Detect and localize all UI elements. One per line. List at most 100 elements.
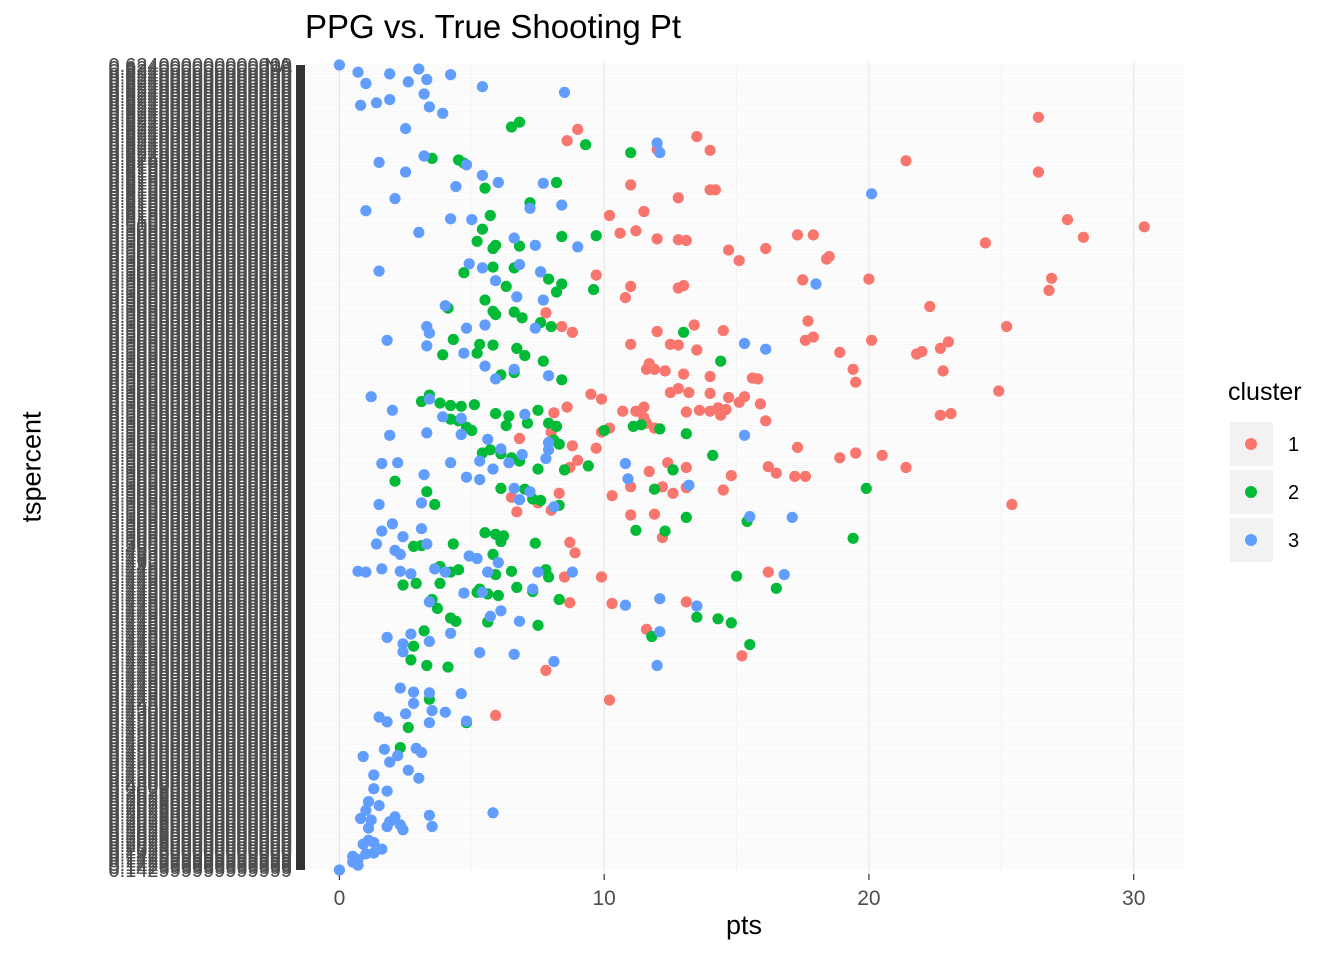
- point-cluster-1: [595, 571, 608, 583]
- y-tick-label: 0.618000000000000: [108, 173, 292, 195]
- y-tick-label: 0.430000000000000: [108, 773, 292, 795]
- y-tick-label: 0.430000000000000: [108, 733, 292, 755]
- point-cluster-3: [439, 300, 451, 312]
- point-cluster-1: [630, 225, 642, 237]
- y-tick-label: 0.624000000000000: [108, 92, 292, 114]
- point-cluster-1: [993, 385, 1005, 397]
- point-cluster-1: [1138, 221, 1150, 233]
- y-tick-label: 0.508000000000000: [108, 269, 292, 291]
- point-cluster-1: [850, 376, 862, 388]
- point-cluster-3: [654, 147, 666, 159]
- point-cluster-3: [490, 373, 502, 385]
- y-tick-label: 0.624000000000000: [108, 61, 292, 83]
- point-cluster-3: [400, 123, 412, 135]
- point-cluster-2: [447, 333, 459, 346]
- point-cluster-1: [704, 370, 716, 383]
- y-tick-label: 0.202600000000000: [108, 795, 292, 817]
- y-tick-label: 0.508000000000000: [108, 306, 292, 328]
- point-cluster-3: [429, 563, 441, 575]
- point-cluster-2: [410, 577, 422, 590]
- x-tick-label: 20: [857, 887, 880, 910]
- point-cluster-3: [405, 628, 417, 640]
- point-cluster-3: [471, 552, 483, 565]
- point-cluster-3: [384, 429, 396, 441]
- point-cluster-2: [505, 565, 518, 577]
- y-tick-label: 0.430000000000000: [108, 736, 292, 758]
- point-cluster-3: [381, 334, 393, 346]
- point-cluster-3: [558, 86, 571, 98]
- y-tick-label: 0.618000000000000: [108, 207, 292, 229]
- y-tick-label: 0.508000000000000: [108, 445, 292, 467]
- point-cluster-3: [362, 822, 375, 834]
- point-cluster-1: [625, 509, 637, 521]
- point-cluster-2: [691, 611, 703, 623]
- point-cluster-3: [460, 159, 473, 171]
- point-cluster-3: [455, 412, 467, 424]
- point-cluster-2: [715, 355, 727, 367]
- y-tick-label: 0.508000000000000: [108, 259, 292, 281]
- point-cluster-2: [519, 350, 531, 362]
- point-cluster-2: [479, 294, 491, 306]
- y-tick-label: 0.508000000000000: [108, 241, 292, 263]
- point-cluster-1: [760, 242, 772, 255]
- y-tick-label: 0.508000000000000: [108, 300, 292, 322]
- point-cluster-3: [455, 688, 467, 700]
- y-tick-label: 0.508000000000000: [108, 380, 292, 402]
- point-cluster-1: [733, 396, 745, 408]
- point-cluster-2: [418, 625, 430, 637]
- point-cluster-2: [479, 527, 491, 539]
- y-tick-label: 0.508000000000000: [108, 266, 292, 288]
- y-tick-label: 0.624000000000000: [108, 80, 292, 102]
- point-cluster-3: [540, 453, 552, 465]
- point-cluster-3: [508, 363, 520, 375]
- y-tick-label: 0.508000000000000: [108, 340, 292, 362]
- point-cluster-3: [423, 717, 435, 729]
- y-tick-label: 0.430000000000000: [108, 727, 292, 749]
- point-cluster-1: [638, 205, 650, 218]
- point-cluster-2: [511, 342, 523, 354]
- y-tick-label: 0.624000000000000: [108, 114, 292, 136]
- y-tick-label: 0.508000000000000: [108, 408, 292, 430]
- plot-panel: [305, 62, 1184, 874]
- point-cluster-3: [413, 226, 425, 238]
- x-axis: 0 10 20 30: [334, 874, 1145, 910]
- point-cluster-3: [413, 772, 425, 784]
- point-cluster-2: [627, 420, 639, 432]
- point-cluster-1: [802, 315, 814, 327]
- y-tick-label: 0.448000000000000: [108, 566, 292, 588]
- point-cluster-2: [408, 640, 420, 652]
- point-cluster-3: [426, 705, 438, 717]
- y-tick-label: 0.508000000000000: [108, 479, 292, 501]
- y-tick-label: 0.508000000000000: [108, 262, 292, 284]
- point-cluster-2: [434, 577, 446, 590]
- y-tick-label: 0.508000000000000: [108, 275, 292, 297]
- y-tick-label: 0.618000000000000: [108, 188, 292, 210]
- point-cluster-1: [680, 461, 692, 474]
- y-tick-label: 0.202600000000000: [108, 823, 292, 845]
- point-cluster-3: [458, 347, 470, 359]
- point-cluster-3: [548, 501, 560, 513]
- point-cluster-3: [437, 411, 449, 423]
- point-cluster-2: [558, 464, 571, 476]
- point-cluster-3: [683, 479, 695, 491]
- point-cluster-2: [532, 619, 544, 631]
- y-tick-label: 0.202600000000000: [108, 789, 292, 811]
- point-cluster-1: [548, 407, 560, 419]
- point-cluster-3: [389, 811, 401, 823]
- y-tick-label: 0.202600000000000: [108, 838, 292, 860]
- point-cluster-2: [678, 326, 690, 338]
- y-tick-label: 0.624000000000000: [108, 95, 292, 117]
- y-tick-label: 0.508000000000000: [108, 461, 292, 483]
- y-tick-label: 0.508000000000000: [108, 343, 292, 365]
- point-cluster-2: [654, 423, 666, 435]
- y-tick-label: 0.448000000000000: [108, 619, 292, 641]
- point-cluster-3: [365, 391, 377, 403]
- y-tick-label: 0.624000000000000: [108, 101, 292, 123]
- y-tick-label: 0.448000000000000: [108, 560, 292, 582]
- point-cluster-3: [421, 427, 433, 439]
- point-cluster-3: [487, 463, 499, 475]
- point-cluster-3: [368, 783, 380, 795]
- point-cluster-3: [397, 824, 409, 836]
- y-tick-label: 0.448000000000000: [108, 600, 292, 622]
- point-cluster-2: [431, 602, 443, 615]
